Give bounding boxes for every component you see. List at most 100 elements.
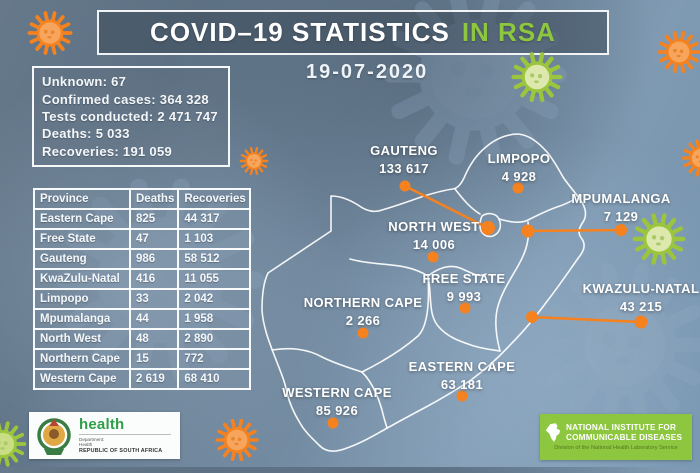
province-name: NORTH WEST — [388, 219, 480, 234]
table-row: Limpopo 33 2 042 — [33, 288, 252, 310]
map-label-eastern-cape: EASTERN CAPE 63 181 — [409, 358, 516, 394]
cell-deaths: 986 — [128, 248, 180, 270]
cell-recoveries: 2 890 — [177, 328, 252, 350]
province-name: LIMPOPO — [487, 151, 551, 166]
header-recoveries: Recoveries — [177, 188, 252, 210]
header-deaths: Deaths — [128, 188, 180, 210]
province-stats-table: Province Deaths Recoveries Eastern Cape 8… — [33, 188, 252, 390]
province-borders — [271, 188, 574, 429]
cell-recoveries: 58 512 — [177, 248, 252, 270]
page-title: COVID–19 STATISTICS — [150, 17, 450, 47]
cell-province: Gauteng — [33, 248, 131, 270]
province-name: GAUTENG — [370, 143, 438, 158]
table-header-row: Province Deaths Recoveries — [33, 188, 252, 210]
divider — [79, 433, 171, 435]
province-cases: 133 617 — [379, 161, 429, 176]
nicd-title-line2: COMMUNICABLE DISEASES — [566, 433, 683, 442]
province-cases: 2 266 — [345, 313, 381, 328]
cell-deaths: 416 — [128, 268, 180, 290]
summary-recoveries: Recoveries: 191 059 — [42, 143, 173, 159]
virus-icon — [29, 13, 71, 53]
summary-unknown: Unknown: 67 — [42, 74, 127, 90]
table-row: KwaZulu-Natal 416 11 055 — [33, 268, 252, 290]
health-country-text: REPUBLIC OF SOUTH AFRICA — [79, 447, 163, 454]
table-row: North West 48 2 890 — [33, 328, 252, 350]
cell-recoveries: 772 — [177, 348, 252, 370]
table-row: Eastern Cape 825 44 317 — [33, 208, 252, 230]
province-cases: 9 993 — [446, 289, 482, 304]
health-dept-line: Health — [79, 442, 93, 448]
cell-province: Eastern Cape — [33, 208, 131, 230]
cell-deaths: 48 — [128, 328, 180, 350]
virus-icon — [659, 32, 699, 72]
cell-deaths: 44 — [128, 308, 180, 330]
cell-deaths: 825 — [128, 208, 180, 230]
summary-tests: Tests conducted: 2 471 747 — [42, 108, 218, 124]
cell-recoveries: 44 317 — [177, 208, 252, 230]
virus-icon — [217, 420, 257, 460]
health-brand-text: health — [79, 415, 125, 433]
nicd-logo: NATIONAL INSTITUTE FOR COMMUNICABLE DISE… — [540, 414, 692, 460]
table-row: Free State 47 1 103 — [33, 228, 252, 250]
table-row: Mpumalanga 44 1 958 — [33, 308, 252, 330]
table-row: Gauteng 986 58 512 — [33, 248, 252, 270]
map-label-free-state: FREE STATE 9 993 — [423, 270, 506, 306]
map-label-limpopo: LIMPOPO 4 928 — [488, 150, 551, 186]
header-province: Province — [33, 188, 131, 210]
cell-recoveries: 68 410 — [177, 368, 252, 390]
map-dots — [327, 180, 648, 429]
cell-province: KwaZulu-Natal — [33, 268, 131, 290]
cell-recoveries: 1 103 — [177, 228, 252, 250]
nicd-subtitle: Division of the National Health Laborato… — [554, 445, 678, 451]
cell-province: North West — [33, 328, 131, 350]
cell-recoveries: 2 042 — [177, 288, 252, 310]
province-cases: 14 006 — [412, 237, 456, 252]
province-name: FREE STATE — [422, 271, 506, 286]
province-cases: 85 926 — [315, 403, 359, 418]
province-cases: 7 129 — [603, 209, 639, 224]
cell-province: Limpopo — [33, 288, 131, 310]
report-date: 19-07-2020 — [306, 61, 429, 83]
cell-deaths: 33 — [128, 288, 180, 310]
cell-province: Western Cape — [33, 368, 131, 390]
map-connectors — [404, 184, 642, 324]
virus-icon — [240, 148, 268, 174]
map-label-mpumalanga: MPUMALANGA 7 129 — [571, 190, 670, 226]
cell-deaths: 47 — [128, 228, 180, 250]
health-department-logo: health Department: Health REPUBLIC OF SO… — [29, 412, 180, 459]
sa-coat-of-arms-icon — [37, 417, 71, 455]
cell-province: Free State — [33, 228, 131, 250]
map-label-gauteng: GAUTENG 133 617 — [370, 142, 438, 178]
cell-recoveries: 11 055 — [177, 268, 252, 290]
map-label-northern-cape: NORTHERN CAPE 2 266 — [304, 294, 423, 330]
province-name: NORTHERN CAPE — [303, 295, 423, 310]
health-dept-line: Department: — [79, 436, 105, 442]
cell-recoveries: 1 958 — [177, 308, 252, 330]
virus-icon — [683, 140, 700, 176]
cell-province: Northern Cape — [33, 348, 131, 370]
province-name: MPUMALANGA — [571, 191, 671, 206]
cell-province: Mpumalanga — [33, 308, 131, 330]
page-title-region: IN RSA — [461, 17, 556, 47]
africa-icon — [545, 423, 561, 442]
virus-icon — [513, 54, 561, 100]
nicd-title-line1: NATIONAL INSTITUTE FOR — [566, 423, 677, 433]
province-name: WESTERN CAPE — [282, 385, 392, 400]
summary-deaths: Deaths: 5 033 — [42, 126, 130, 142]
map-label-north-west: NORTH WEST 14 006 — [388, 218, 479, 254]
province-name: KWAZULU-NATAL — [582, 281, 700, 296]
map-label-western-cape: WESTERN CAPE 85 926 — [282, 384, 392, 420]
title-bar: COVID–19 STATISTICS IN RSA — [97, 10, 609, 55]
province-name: EASTERN CAPE — [408, 359, 516, 374]
map-label-kwazulu-natal: KWAZULU-NATAL 43 215 — [583, 280, 700, 316]
province-cases: 43 215 — [619, 299, 663, 314]
province-cases: 4 928 — [501, 169, 537, 184]
table-row: Western Cape 2 619 68 410 — [33, 368, 252, 390]
table-row: Northern Cape 15 772 — [33, 348, 252, 370]
virus-icon — [0, 423, 25, 465]
national-summary-panel: Unknown: 67 Confirmed cases: 364 328 Tes… — [32, 66, 230, 167]
cell-deaths: 15 — [128, 348, 180, 370]
province-cases: 63 181 — [440, 377, 484, 392]
